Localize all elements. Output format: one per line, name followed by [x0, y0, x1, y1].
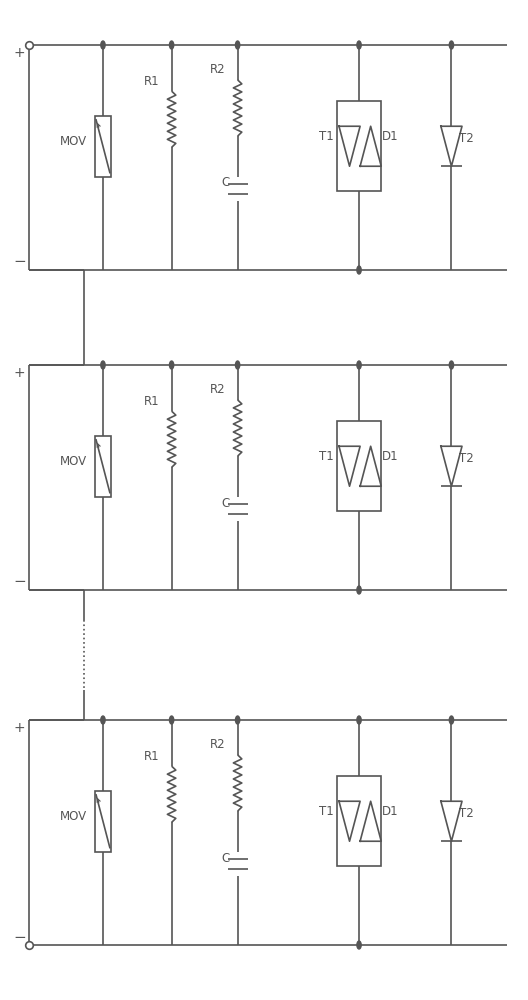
- Text: D1: D1: [382, 805, 399, 818]
- Circle shape: [169, 716, 174, 724]
- Text: +: +: [14, 366, 25, 380]
- Circle shape: [449, 361, 454, 369]
- Text: MOV: MOV: [60, 810, 88, 823]
- Text: R1: R1: [144, 750, 160, 763]
- Circle shape: [449, 716, 454, 724]
- Circle shape: [101, 716, 105, 724]
- Circle shape: [357, 41, 361, 49]
- Text: T2: T2: [459, 807, 474, 820]
- Bar: [95, 436, 111, 497]
- Circle shape: [357, 716, 361, 724]
- Circle shape: [235, 41, 240, 49]
- Circle shape: [169, 41, 174, 49]
- Circle shape: [235, 716, 240, 724]
- Circle shape: [449, 41, 454, 49]
- Text: R2: R2: [210, 738, 226, 751]
- Text: C: C: [221, 497, 229, 510]
- Circle shape: [101, 41, 105, 49]
- Circle shape: [357, 941, 361, 949]
- Text: MOV: MOV: [60, 455, 88, 468]
- Bar: [337, 776, 381, 866]
- Text: T1: T1: [319, 130, 334, 143]
- Text: T2: T2: [459, 132, 474, 145]
- Circle shape: [101, 361, 105, 369]
- Text: C: C: [221, 176, 229, 189]
- Text: R1: R1: [144, 75, 160, 88]
- Text: D1: D1: [382, 130, 399, 143]
- Circle shape: [357, 266, 361, 274]
- Circle shape: [357, 586, 361, 594]
- Text: T2: T2: [459, 452, 474, 465]
- Circle shape: [235, 361, 240, 369]
- Bar: [337, 421, 381, 511]
- Circle shape: [357, 361, 361, 369]
- Text: T1: T1: [319, 450, 334, 463]
- Text: −: −: [13, 254, 26, 269]
- Text: −: −: [13, 930, 26, 944]
- Text: R2: R2: [210, 383, 226, 396]
- Text: MOV: MOV: [60, 135, 88, 148]
- Bar: [337, 101, 381, 191]
- Text: R1: R1: [144, 395, 160, 408]
- Text: D1: D1: [382, 450, 399, 463]
- Text: +: +: [14, 721, 25, 735]
- Text: C: C: [221, 851, 229, 864]
- Text: R2: R2: [210, 63, 226, 76]
- Bar: [95, 116, 111, 177]
- Bar: [95, 791, 111, 852]
- Text: +: +: [14, 46, 25, 60]
- Text: −: −: [13, 574, 26, 589]
- Circle shape: [169, 361, 174, 369]
- Text: T1: T1: [319, 805, 334, 818]
